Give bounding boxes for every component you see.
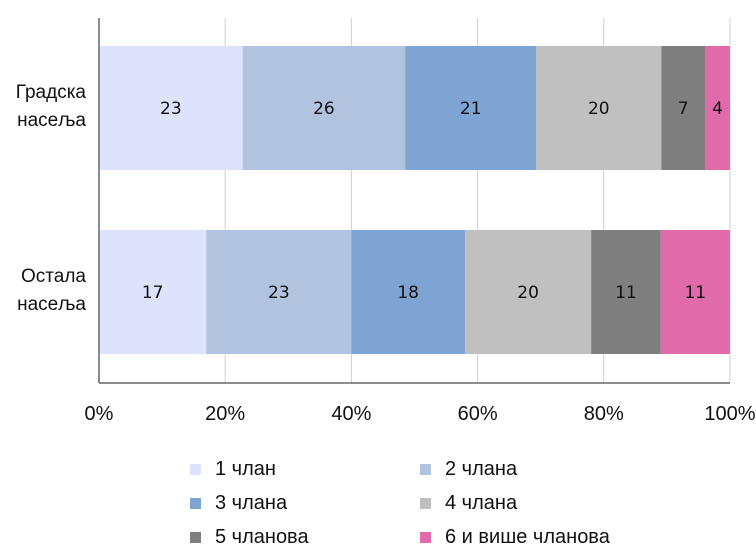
bar-segment bbox=[591, 230, 661, 354]
bar-segment bbox=[705, 46, 730, 170]
legend-swatch-5 bbox=[190, 531, 201, 543]
data-label: 17 bbox=[142, 283, 164, 303]
data-label: 11 bbox=[684, 283, 706, 303]
legend-label-4: 4 члана bbox=[445, 491, 518, 514]
legend-label-6: 6 и више чланова bbox=[445, 525, 610, 548]
category-label-line: насеља bbox=[17, 294, 86, 315]
data-label: 23 bbox=[160, 99, 182, 119]
x-tick-label: 80% bbox=[584, 403, 624, 425]
legend-item-4: 4 члана bbox=[420, 492, 650, 515]
legend-item-1: 1 члан bbox=[190, 458, 420, 481]
legend-item-6: 6 и више чланова bbox=[420, 526, 650, 549]
legend-label-5: 5 чланова bbox=[215, 525, 309, 548]
data-label: 18 bbox=[397, 283, 419, 303]
legend-label-3: 3 члана bbox=[215, 491, 288, 514]
legend-swatch-2 bbox=[420, 463, 431, 475]
legend-swatch-6 bbox=[420, 531, 431, 543]
bar-segment bbox=[660, 230, 730, 354]
category-label-line: Градска bbox=[16, 82, 87, 103]
stacked-bar-chart: 23 26 21 20 7 417 23 18 20 11 11 Градска насељаОста… bbox=[16, 18, 756, 425]
data-label: 7 bbox=[678, 99, 689, 119]
legend-item-5: 5 чланова bbox=[190, 526, 420, 549]
axes bbox=[98, 18, 730, 384]
legend-row: 3 члана 4 члана bbox=[190, 486, 650, 520]
category-label: Остала насеља bbox=[17, 266, 86, 315]
category-label-line: Остала bbox=[21, 266, 86, 287]
legend-label-1: 1 члан bbox=[215, 457, 276, 480]
legend-row: 5 чланова 6 и више чланова bbox=[190, 520, 650, 554]
bar-segment bbox=[536, 46, 662, 170]
x-tick-labels: 0% 20% 40% 60% 80% 100% bbox=[85, 403, 756, 425]
x-tick-label: 40% bbox=[331, 403, 371, 425]
category-label: Градска насеља bbox=[16, 82, 87, 131]
x-tick-label: 60% bbox=[458, 403, 498, 425]
legend: 1 члан 2 члана 3 члана 4 члана 5 чланова… bbox=[190, 452, 650, 554]
data-label: 20 bbox=[517, 283, 539, 303]
bar-segment bbox=[351, 230, 465, 354]
data-label: 4 bbox=[712, 99, 723, 119]
legend-item-2: 2 члана bbox=[420, 458, 650, 481]
bar-segment bbox=[661, 46, 706, 170]
legend-swatch-4 bbox=[420, 497, 431, 509]
bar-segment bbox=[206, 230, 352, 354]
category-labels: Градска насеља Остала насеља bbox=[16, 82, 87, 315]
category-label-line: насеља bbox=[17, 110, 86, 131]
data-label: 26 bbox=[313, 99, 335, 119]
bar-segment bbox=[464, 230, 592, 354]
legend-label-2: 2 члана bbox=[445, 457, 518, 480]
bar-segment bbox=[242, 46, 406, 170]
data-label: 23 bbox=[268, 283, 290, 303]
data-labels: 23 26 21 20 7 4 17 23 18 20 11 11 bbox=[142, 99, 723, 303]
data-label: 21 bbox=[460, 99, 482, 119]
data-label: 20 bbox=[588, 99, 610, 119]
legend-swatch-3 bbox=[190, 497, 201, 509]
x-tick-label: 0% bbox=[85, 403, 114, 425]
bar-segment bbox=[99, 230, 207, 354]
legend-row: 1 члан 2 члана bbox=[190, 452, 650, 486]
x-tick-label: 100% bbox=[704, 403, 755, 425]
data-label: 11 bbox=[615, 283, 637, 303]
x-tick-label: 20% bbox=[205, 403, 245, 425]
bars bbox=[99, 46, 730, 354]
legend-swatch-1 bbox=[190, 463, 201, 475]
bar-segment bbox=[99, 46, 243, 170]
legend-item-3: 3 члана bbox=[190, 492, 420, 515]
bar-segment bbox=[405, 46, 537, 170]
